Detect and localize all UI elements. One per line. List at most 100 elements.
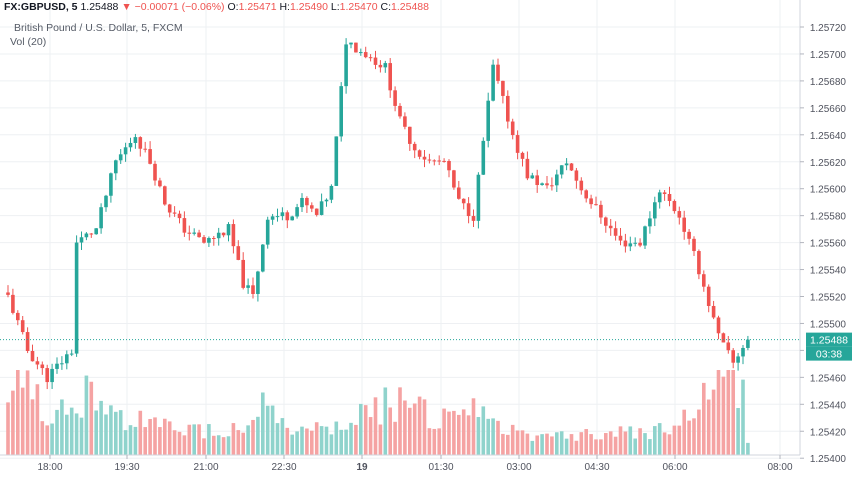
volume-bar bbox=[251, 419, 255, 455]
candle-body bbox=[608, 225, 613, 229]
volume-bar bbox=[682, 409, 686, 455]
x-tick-label: 08:00 bbox=[767, 462, 792, 473]
y-tick-label: 1.25640 bbox=[810, 131, 847, 142]
volume-bar bbox=[422, 399, 427, 455]
candle-body bbox=[706, 286, 711, 306]
candle-body bbox=[197, 232, 201, 238]
candle-body bbox=[363, 52, 368, 58]
volume-bar bbox=[447, 411, 451, 455]
candle-body bbox=[109, 173, 113, 196]
volume-bar bbox=[11, 390, 15, 455]
volume-bar bbox=[261, 392, 265, 455]
volume-bar bbox=[16, 370, 20, 455]
candle-body bbox=[638, 242, 642, 246]
candle-body bbox=[692, 238, 696, 252]
candle-body bbox=[6, 292, 10, 295]
volume-bar bbox=[354, 424, 358, 455]
volume-bar bbox=[79, 417, 84, 455]
candle-body bbox=[89, 233, 94, 235]
volume-bar bbox=[285, 427, 290, 455]
candle-body bbox=[55, 363, 59, 369]
volume-bar bbox=[128, 425, 133, 455]
volume-bar bbox=[295, 431, 299, 455]
volume-bar bbox=[608, 431, 613, 455]
candle-body bbox=[221, 232, 226, 236]
volume-bar bbox=[584, 429, 588, 455]
x-tick-label: 19 bbox=[356, 462, 368, 473]
candle-body bbox=[158, 180, 162, 187]
candle-body bbox=[604, 217, 608, 226]
volume-bar bbox=[452, 410, 456, 455]
candle-body bbox=[167, 204, 172, 213]
y-tick-label: 1.25660 bbox=[810, 104, 847, 115]
volume-bar bbox=[69, 407, 74, 455]
volume-bar bbox=[466, 415, 471, 455]
volume-bar bbox=[231, 423, 236, 455]
volume-bar bbox=[221, 437, 226, 455]
candle-body bbox=[359, 52, 363, 54]
candle-body bbox=[721, 333, 726, 343]
volume-bar bbox=[339, 429, 343, 455]
volume-bar bbox=[393, 421, 397, 455]
volume-bar bbox=[623, 431, 628, 455]
volume-bar bbox=[20, 387, 25, 455]
candle-body bbox=[559, 165, 564, 175]
volume-bar bbox=[35, 384, 40, 455]
volume-bar bbox=[726, 370, 731, 455]
volume-bar bbox=[736, 408, 740, 455]
candle-body bbox=[510, 121, 515, 136]
candle-body bbox=[408, 126, 412, 144]
candle-body bbox=[275, 216, 280, 218]
volume-bar bbox=[45, 425, 49, 455]
volume-legend[interactable]: Vol (20) bbox=[10, 36, 47, 48]
volume-bar bbox=[305, 428, 309, 455]
candle-body bbox=[123, 147, 128, 155]
candle-body bbox=[30, 350, 35, 362]
candle-body bbox=[261, 244, 265, 272]
candle-body bbox=[594, 204, 598, 206]
symbol-name[interactable]: FX:GBPUSD, 5 bbox=[4, 1, 78, 13]
volume-bar bbox=[310, 430, 314, 455]
candle-body bbox=[310, 205, 314, 209]
volume-bar bbox=[520, 430, 525, 455]
volume-bar bbox=[383, 387, 388, 455]
candle-body bbox=[45, 368, 49, 383]
volume-bar bbox=[574, 440, 579, 455]
volume-bar bbox=[314, 422, 319, 455]
open-value: 1.25471 bbox=[238, 1, 277, 13]
candle-body bbox=[412, 143, 417, 151]
candle-body bbox=[339, 86, 343, 137]
volume-bar bbox=[746, 442, 750, 455]
candle-body bbox=[466, 203, 471, 217]
volume-bar bbox=[192, 424, 196, 455]
candle-body bbox=[368, 57, 373, 59]
volume-bar bbox=[604, 433, 608, 455]
volume-bar bbox=[594, 439, 598, 455]
volume-bar bbox=[398, 387, 402, 455]
volume-bar bbox=[545, 433, 549, 455]
volume-bar bbox=[226, 436, 231, 455]
candle-body bbox=[746, 339, 750, 348]
volume-bar bbox=[177, 431, 182, 455]
volume-bar bbox=[216, 435, 221, 455]
volume-bars bbox=[6, 370, 750, 455]
close-label: C: bbox=[380, 1, 392, 13]
candle-body bbox=[202, 237, 206, 243]
candle-body bbox=[574, 170, 579, 181]
candle-body bbox=[79, 237, 84, 243]
volume-bar bbox=[319, 426, 324, 455]
volume-bar bbox=[559, 431, 564, 455]
y-tick-label: 1.25700 bbox=[810, 50, 847, 61]
low-label: L: bbox=[330, 1, 340, 13]
volume-bar bbox=[702, 382, 706, 455]
candle-body bbox=[716, 317, 721, 334]
volume-bar bbox=[55, 409, 59, 455]
volume-bar bbox=[530, 440, 535, 455]
candle-body bbox=[545, 183, 549, 186]
candle-body bbox=[677, 211, 682, 218]
candle-body bbox=[579, 180, 584, 191]
candle-body bbox=[324, 199, 329, 202]
volume-bar bbox=[657, 423, 662, 455]
volume-bar bbox=[633, 438, 637, 455]
